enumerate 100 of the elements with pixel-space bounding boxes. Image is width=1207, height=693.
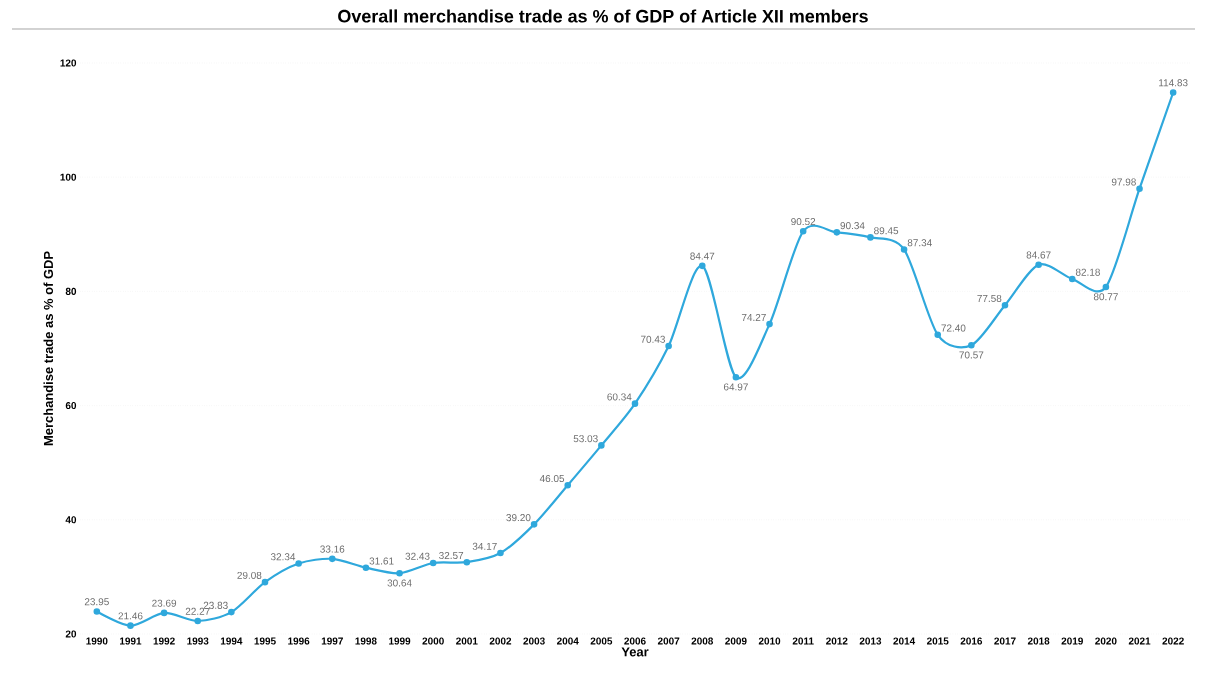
x-tick-label: 1991 [120, 637, 142, 645]
y-tick-label: 80 [65, 287, 77, 295]
data-label: 23.95 [84, 598, 109, 606]
x-tick-label: 2014 [893, 637, 916, 645]
x-tick-label: 1994 [220, 637, 243, 645]
data-label: 29.08 [237, 571, 262, 579]
data-label: 33.16 [320, 545, 345, 553]
data-label: 72.40 [941, 324, 966, 332]
data-label: 30.64 [387, 579, 412, 587]
data-label: 32.43 [405, 552, 430, 560]
x-tick-label: 1990 [86, 637, 108, 645]
data-label: 39.20 [506, 514, 531, 522]
x-tick-label: 1993 [187, 637, 209, 645]
data-label: 90.52 [791, 218, 816, 226]
data-label: 22.27 [185, 607, 210, 615]
x-tick-label: 1997 [321, 637, 343, 645]
data-label: 23.69 [152, 599, 177, 607]
x-tick-label: 2006 [624, 637, 646, 645]
x-tick-label: 2018 [1027, 637, 1050, 645]
x-tick-label: 2004 [556, 637, 579, 645]
data-label: 114.83 [1159, 79, 1188, 87]
point [295, 560, 302, 567]
point [631, 400, 639, 407]
point [1035, 261, 1042, 269]
x-tick-label: 2005 [590, 637, 613, 645]
data-label: 70.57 [959, 351, 984, 359]
point [261, 578, 269, 586]
x-tick-label: 2008 [691, 637, 714, 645]
x-axis-title: Year [621, 647, 649, 657]
data-label: 60.34 [607, 393, 632, 401]
point [968, 341, 975, 349]
point [396, 569, 403, 577]
x-tick-label: 2019 [1061, 637, 1083, 645]
x-tick-label: 2009 [725, 637, 747, 645]
x-tick-label: 2016 [960, 637, 983, 645]
x-tick-label: 1996 [288, 637, 310, 645]
data-label: 70.43 [641, 335, 665, 343]
data-label: 21.46 [118, 612, 143, 620]
point [934, 331, 942, 339]
x-tick-label: 2017 [994, 637, 1016, 645]
data-label: 90.34 [840, 222, 865, 230]
data-label: 53.03 [573, 435, 598, 443]
point [463, 558, 471, 566]
point [833, 229, 841, 236]
point [766, 320, 773, 328]
y-tick-label: 60 [65, 402, 77, 410]
chart-title: Overall merchandise trade as % of GDP of Article XII members [338, 9, 868, 23]
x-tick-label: 2000 [422, 637, 444, 645]
point [799, 228, 807, 235]
data-label: 64.97 [723, 383, 748, 391]
point [1169, 89, 1177, 96]
point [497, 549, 504, 557]
point [732, 373, 740, 381]
x-tick-label: 2021 [1128, 637, 1151, 645]
data-label: 74.27 [741, 313, 766, 321]
point [127, 622, 134, 629]
point [328, 555, 336, 563]
x-tick-label: 1999 [389, 637, 411, 645]
data-label: 77.58 [977, 294, 1002, 302]
point [665, 342, 672, 350]
data-label: 32.34 [270, 553, 296, 561]
x-tick-label: 1998 [355, 637, 377, 645]
data-label: 32.57 [439, 551, 464, 560]
point [564, 481, 572, 489]
data-label: 87.34 [907, 239, 932, 247]
point [429, 559, 437, 567]
x-tick-label: 2002 [489, 637, 512, 645]
data-label: 80.77 [1093, 293, 1118, 301]
point [228, 608, 235, 616]
y-axis-title: Merchandise trade as % of GDP [43, 251, 54, 446]
data-label: 46.05 [539, 474, 565, 483]
data-label: 82.18 [1075, 268, 1100, 276]
x-tick-label: 2020 [1095, 637, 1117, 645]
point [530, 521, 538, 528]
y-tick-label: 100 [60, 173, 77, 181]
x-tick-label: 1995 [254, 637, 276, 645]
x-tick-label: 2003 [523, 637, 545, 645]
y-tick-label: 40 [65, 516, 77, 524]
x-tick-label: 2022 [1162, 637, 1184, 645]
x-tick-label: 2012 [826, 637, 848, 645]
data-label: 84.67 [1026, 251, 1051, 259]
point [93, 608, 101, 615]
point [1001, 301, 1009, 309]
x-tick-label: 2010 [758, 637, 781, 645]
point [362, 564, 370, 571]
point [598, 442, 605, 449]
point [1136, 185, 1143, 193]
point [1068, 275, 1076, 283]
x-tick-label: 1992 [153, 637, 175, 645]
data-label: 89.45 [874, 227, 899, 235]
y-tick-label: 20 [65, 630, 77, 638]
x-tick-label: 2013 [859, 637, 882, 645]
point [1102, 283, 1110, 291]
x-tick-label: 2011 [792, 637, 814, 645]
data-label: 23.83 [203, 601, 228, 609]
data-label: 34.17 [472, 542, 497, 550]
point [900, 246, 908, 253]
x-tick-label: 2007 [657, 637, 680, 645]
y-tick-label: 120 [60, 59, 77, 67]
data-label: 97.98 [1111, 178, 1136, 186]
